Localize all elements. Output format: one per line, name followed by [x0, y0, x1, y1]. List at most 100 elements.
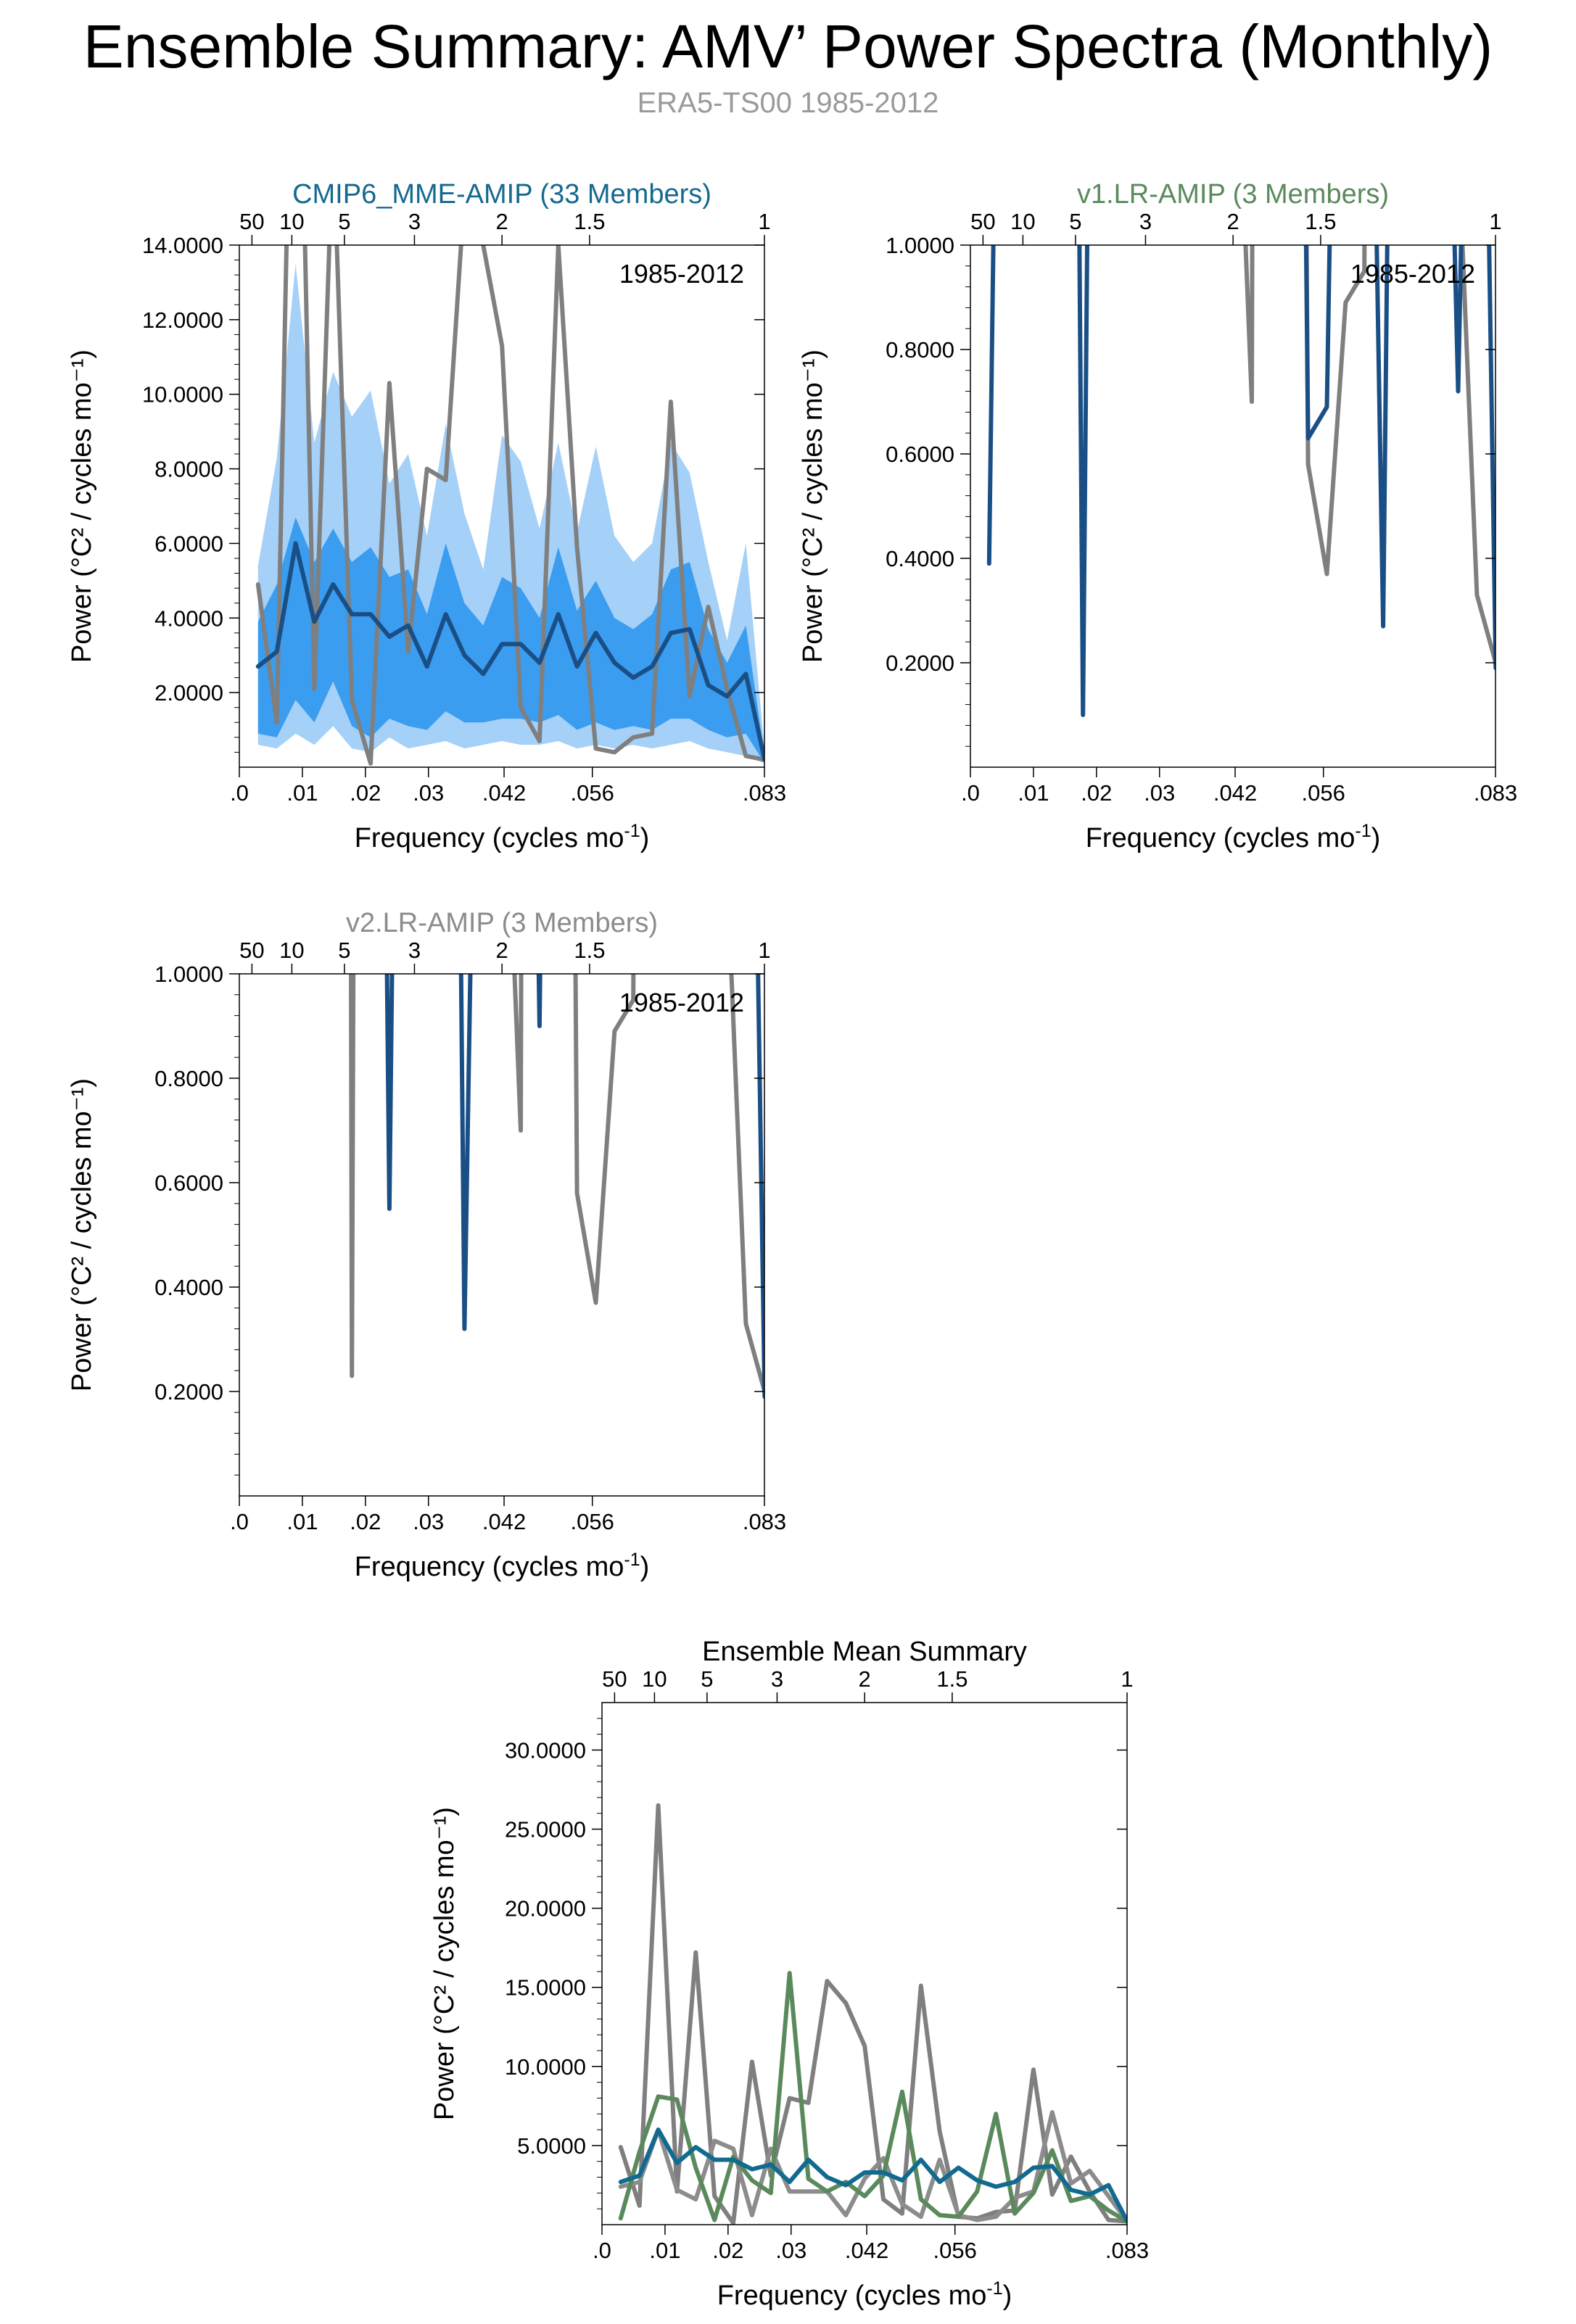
series-line-v1-lr-amip — [618, 1971, 1127, 2224]
x-tick-label: .056 — [571, 1509, 614, 1534]
series-line-era5-ts00 — [255, 245, 764, 766]
top-tick-label: 50 — [970, 209, 995, 234]
top-tick-label: 5 — [1069, 209, 1081, 234]
x-tick-label: .0 — [593, 2238, 611, 2263]
y-tick-label: 20.0000 — [505, 1896, 586, 1922]
top-tick-label: 2 — [859, 1666, 871, 1692]
x-tick-label: .056 — [571, 780, 614, 806]
top-tick-label: 1 — [1489, 209, 1501, 234]
x-axis-label: Frequency (cycles mo-1) — [355, 821, 650, 853]
y-tick-label: 0.4000 — [154, 1275, 223, 1300]
top-tick-label: 50 — [602, 1666, 627, 1692]
x-tick-label: .03 — [413, 780, 444, 806]
chart-summary: 5.0000 10.0000 15.0000 20.0000 25.0000 30.000… — [429, 1637, 1149, 2311]
top-tick-label: 1.5 — [1305, 209, 1336, 234]
page-title: Ensemble Summary: AMV’ Power Spectra (Mo… — [83, 12, 1493, 80]
top-tick-label: 2 — [496, 938, 508, 963]
top-tick-label: 1.5 — [936, 1666, 968, 1692]
top-tick-label: 5 — [338, 209, 350, 234]
x-tick-label: .042 — [482, 1509, 526, 1534]
x-tick-label: .02 — [1081, 780, 1112, 806]
x-tick-label: .01 — [286, 1509, 318, 1534]
y-tick-label: 0.8000 — [154, 1066, 223, 1091]
x-axis-label: Frequency (cycles mo-1) — [1086, 821, 1381, 853]
period-annotation: 1985-2012 — [1350, 259, 1475, 289]
x-tick-label: .042 — [482, 780, 526, 806]
y-axis-label: Power (°C² / cycles mo⁻¹) — [67, 350, 97, 663]
y-tick-label: 5.0000 — [517, 2133, 586, 2159]
x-tick-label: .02 — [350, 1509, 381, 1534]
top-tick-label: 10 — [279, 209, 304, 234]
plot-frame — [970, 244, 1496, 768]
plot-area — [255, 245, 764, 766]
chart-title: v1.LR-AMIP (3 Members) — [1077, 179, 1389, 210]
y-tick-label: 0.2000 — [886, 650, 954, 676]
y-tick-label: 0.6000 — [154, 1170, 223, 1196]
x-tick-label: .083 — [1474, 780, 1517, 806]
top-tick-label: 3 — [1139, 209, 1152, 234]
x-tick-label: .03 — [775, 2238, 806, 2263]
x-tick-label: .03 — [413, 1509, 444, 1534]
top-tick-label: 10 — [642, 1666, 667, 1692]
y-tick-label: 0.8000 — [886, 337, 954, 363]
y-tick-label: 0.2000 — [154, 1379, 223, 1405]
y-axis-label: Power (°C² / cycles mo⁻¹) — [798, 350, 828, 663]
x-tick-label: .042 — [845, 2238, 888, 2263]
top-tick-label: 1 — [1121, 1666, 1133, 1692]
x-tick-label: .056 — [1302, 780, 1345, 806]
plot-area — [986, 245, 1495, 717]
series-line-era5-ts00 — [1243, 245, 1495, 665]
top-tick-label: 10 — [1010, 209, 1035, 234]
x-axis-label: Frequency (cycles mo-1) — [355, 1550, 650, 1582]
top-tick-label: 3 — [771, 1666, 783, 1692]
x-tick-label: .083 — [1105, 2238, 1149, 2263]
x-tick-label: .056 — [933, 2238, 977, 2263]
y-tick-label: 8.0000 — [154, 457, 223, 482]
x-tick-label: .0 — [230, 780, 249, 806]
top-tick-label: 5 — [338, 938, 350, 963]
y-tick-label: 25.0000 — [505, 1817, 586, 1843]
band-inner — [257, 517, 764, 764]
x-tick-label: .083 — [743, 1509, 786, 1534]
x-tick-label: .02 — [350, 780, 381, 806]
y-tick-label: 4.0000 — [154, 605, 223, 631]
y-tick-label: 10.0000 — [505, 2054, 586, 2080]
y-axis-label: Power (°C² / cycles mo⁻¹) — [429, 1807, 460, 2120]
top-tick-label: 2 — [496, 209, 508, 234]
y-tick-label: 1.0000 — [886, 233, 954, 258]
top-tick-label: 1.5 — [574, 938, 605, 963]
x-tick-label: .01 — [649, 2238, 680, 2263]
chart-title: Ensemble Mean Summary — [702, 1637, 1027, 1667]
x-axis-label: Frequency (cycles mo-1) — [717, 2278, 1012, 2311]
top-tick-label: 50 — [239, 938, 264, 963]
chart-title: CMIP6_MME-AMIP (33 Members) — [292, 179, 711, 210]
y-tick-label: 12.0000 — [142, 307, 223, 333]
series-line-ensemble-mean — [986, 245, 1495, 717]
y-tick-label: 15.0000 — [505, 1975, 586, 2001]
x-tick-label: .03 — [1144, 780, 1175, 806]
series-line-v2-lr-amip — [618, 2110, 1127, 2224]
series-line-era5-ts00 — [618, 1803, 1127, 2225]
chart-v1: 0.2000 0.4000 0.6000 0.8000 1.0000 .0 .01 .02 .0… — [798, 179, 1517, 853]
top-tick-label: 1 — [758, 209, 770, 234]
page-subtitle: ERA5-TS00 1985-2012 — [637, 87, 939, 119]
y-tick-label: 2.0000 — [154, 680, 223, 706]
y-tick-label: 6.0000 — [154, 531, 223, 556]
y-tick-label: 10.0000 — [142, 382, 223, 408]
x-tick-label: .01 — [1018, 780, 1049, 806]
period-annotation: 1985-2012 — [619, 988, 744, 1017]
top-tick-label: 1 — [758, 938, 770, 963]
x-tick-label: .02 — [712, 2238, 743, 2263]
plot-area — [618, 1803, 1127, 2225]
top-tick-label: 1.5 — [574, 209, 605, 234]
series-line-cmip6-mme-amip — [618, 2127, 1127, 2224]
plot-frame — [239, 973, 765, 1497]
y-tick-label: 0.6000 — [886, 442, 954, 467]
top-tick-label: 5 — [701, 1666, 713, 1692]
top-tick-label: 50 — [239, 209, 264, 234]
x-tick-label: .01 — [286, 780, 318, 806]
x-tick-label: .083 — [743, 780, 786, 806]
top-tick-label: 10 — [279, 938, 304, 963]
y-tick-label: 30.0000 — [505, 1737, 586, 1763]
